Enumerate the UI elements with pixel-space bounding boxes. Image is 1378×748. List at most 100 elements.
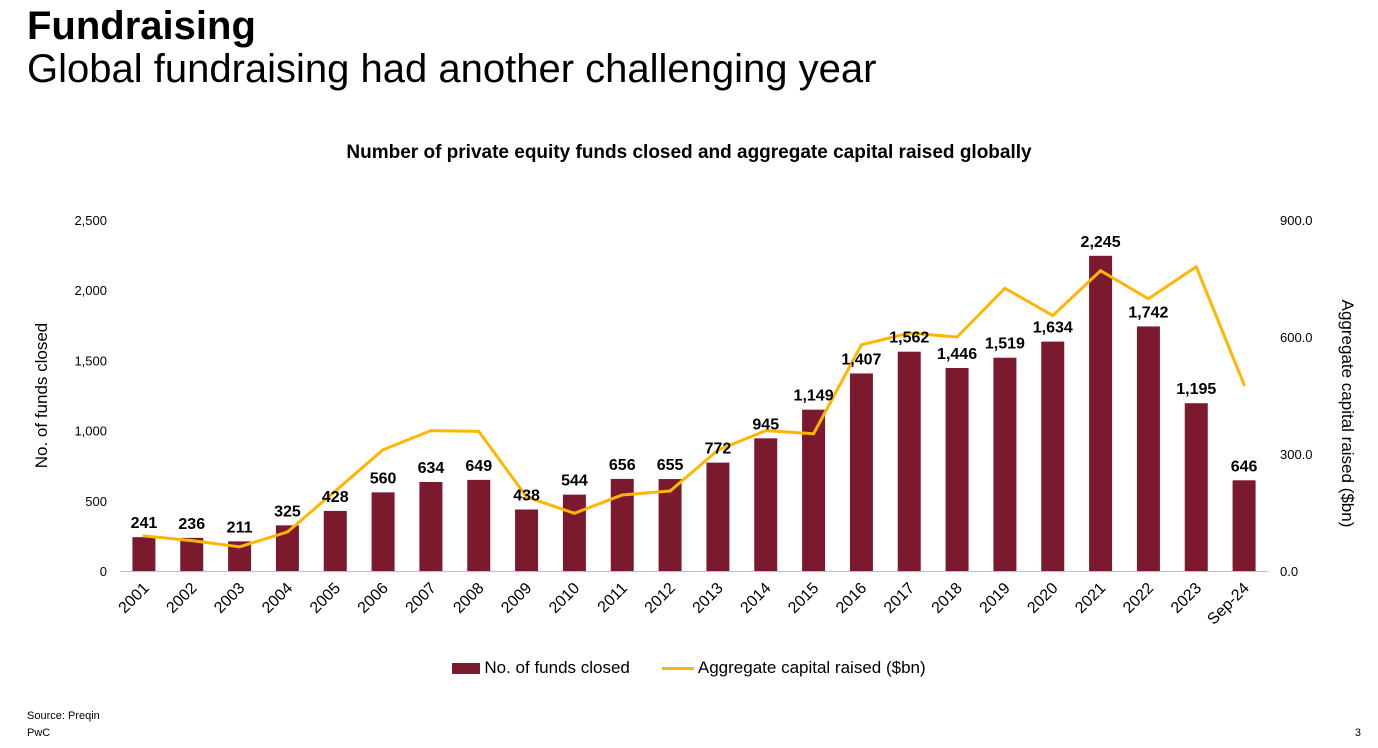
y-right-tick-label: 300.0 [1280, 447, 1313, 462]
x-tick-label: 2010 [546, 580, 583, 617]
bar-data-label: 634 [418, 460, 445, 477]
bar-data-label: 241 [131, 515, 158, 532]
x-tick-label: 2009 [498, 580, 535, 617]
chart-title: Number of private equity funds closed an… [346, 142, 1032, 163]
capital-point [812, 432, 816, 436]
bar [228, 541, 252, 571]
bar-data-label: 1,446 [937, 346, 977, 363]
bar [1136, 326, 1160, 571]
bar [180, 537, 204, 571]
bar-data-label: 655 [657, 457, 684, 474]
bar [1184, 403, 1208, 571]
bar [993, 357, 1017, 571]
x-tick-label: 2006 [355, 580, 392, 617]
y-tick-label: 2,500 [74, 213, 107, 228]
legend-label-capital: Aggregate capital raised ($bn) [697, 658, 926, 677]
bar-data-label: 544 [561, 473, 588, 490]
y-tick-label: 1,000 [74, 424, 107, 439]
x-tick-label: Sep-24 [1204, 580, 1253, 629]
bar [849, 373, 873, 571]
capital-point [1003, 286, 1007, 290]
x-tick-label: 2020 [1024, 580, 1061, 617]
capital-point [429, 429, 433, 433]
capital-point [1194, 265, 1198, 269]
capital-point [1242, 383, 1246, 387]
capital-point [1051, 314, 1055, 318]
bar [945, 367, 969, 571]
bar [610, 478, 634, 571]
x-tick-label: 2017 [881, 580, 918, 617]
x-tick-label: 2022 [1120, 580, 1157, 617]
bar-data-label: 2,245 [1081, 234, 1121, 251]
bar [1232, 480, 1256, 571]
capital-point [381, 448, 385, 452]
bar-data-label: 211 [227, 519, 253, 536]
capital-point [238, 545, 242, 549]
bar-data-label: 438 [513, 488, 540, 505]
capital-point [907, 331, 911, 335]
x-tick-label: 2004 [259, 580, 296, 617]
x-tick-label: 2015 [785, 580, 822, 617]
bar-data-label: 325 [274, 503, 301, 520]
bar-data-label: 1,195 [1176, 381, 1216, 398]
page-number: 3 [1354, 727, 1361, 739]
bar [275, 525, 299, 571]
capital-point [142, 534, 146, 538]
y-tick-label: 2,000 [74, 283, 107, 298]
bar [658, 479, 682, 571]
capital-point [620, 493, 624, 497]
y-tick-label: 1,500 [74, 353, 107, 368]
legend-swatch-line [661, 666, 694, 670]
y-axis-title: No. of funds closed [32, 323, 51, 469]
capital-point [477, 429, 481, 433]
capital-point [764, 429, 768, 433]
x-tick-label: 2014 [737, 580, 774, 617]
legend-item-funds: No. of funds closed [452, 658, 630, 678]
source-note: Source: Preqin [27, 710, 100, 722]
bar [515, 509, 539, 571]
bar [132, 537, 156, 571]
legend-item-capital: Aggregate capital raised ($bn) [661, 658, 926, 678]
legend-label-funds: No. of funds closed [484, 658, 630, 677]
x-tick-label: 2018 [929, 580, 966, 617]
bar-data-label: 646 [1231, 458, 1258, 475]
capital-point [572, 511, 576, 515]
bar [371, 492, 395, 571]
x-tick-label: 2007 [403, 580, 440, 617]
y-tick-label: 500 [85, 494, 107, 509]
bar [706, 462, 730, 571]
bar-data-label: 1,742 [1128, 304, 1168, 321]
bar-data-label: 1,519 [985, 336, 1025, 353]
bar-data-label: 1,407 [841, 351, 881, 368]
footer-brand: PwC [27, 727, 51, 739]
x-tick-label: 2013 [690, 580, 727, 617]
bar [897, 351, 921, 571]
y-right-tick-label: 600.0 [1280, 330, 1313, 345]
bar-data-label: 772 [705, 441, 732, 458]
bar-data-label: 945 [752, 416, 779, 433]
bar-data-label: 560 [370, 470, 397, 487]
bar [1041, 341, 1065, 571]
bar [1089, 255, 1113, 571]
x-tick-label: 2002 [163, 580, 200, 617]
y-right-tick-label: 900.0 [1280, 213, 1313, 228]
bar-data-label: 1,562 [889, 330, 929, 347]
x-tick-label: 2005 [307, 580, 344, 617]
bar [562, 494, 586, 571]
bar [467, 479, 491, 571]
x-tick-label: 2011 [595, 580, 631, 616]
bar-data-label: 1,634 [1033, 320, 1073, 337]
bar [419, 481, 443, 571]
capital-point [525, 495, 529, 499]
y-right-tick-label: 0.0 [1280, 564, 1298, 579]
y-tick-label: 0 [100, 564, 107, 579]
x-tick-label: 2019 [977, 580, 1014, 617]
x-tick-label: 2023 [1168, 580, 1205, 617]
capital-point [1146, 297, 1150, 301]
capital-point [716, 448, 720, 452]
legend-swatch-bar [452, 662, 481, 674]
x-tick-label: 2008 [450, 580, 487, 617]
bar-data-label: 236 [178, 516, 205, 533]
capital-line [142, 265, 1246, 549]
capital-point [859, 343, 863, 347]
